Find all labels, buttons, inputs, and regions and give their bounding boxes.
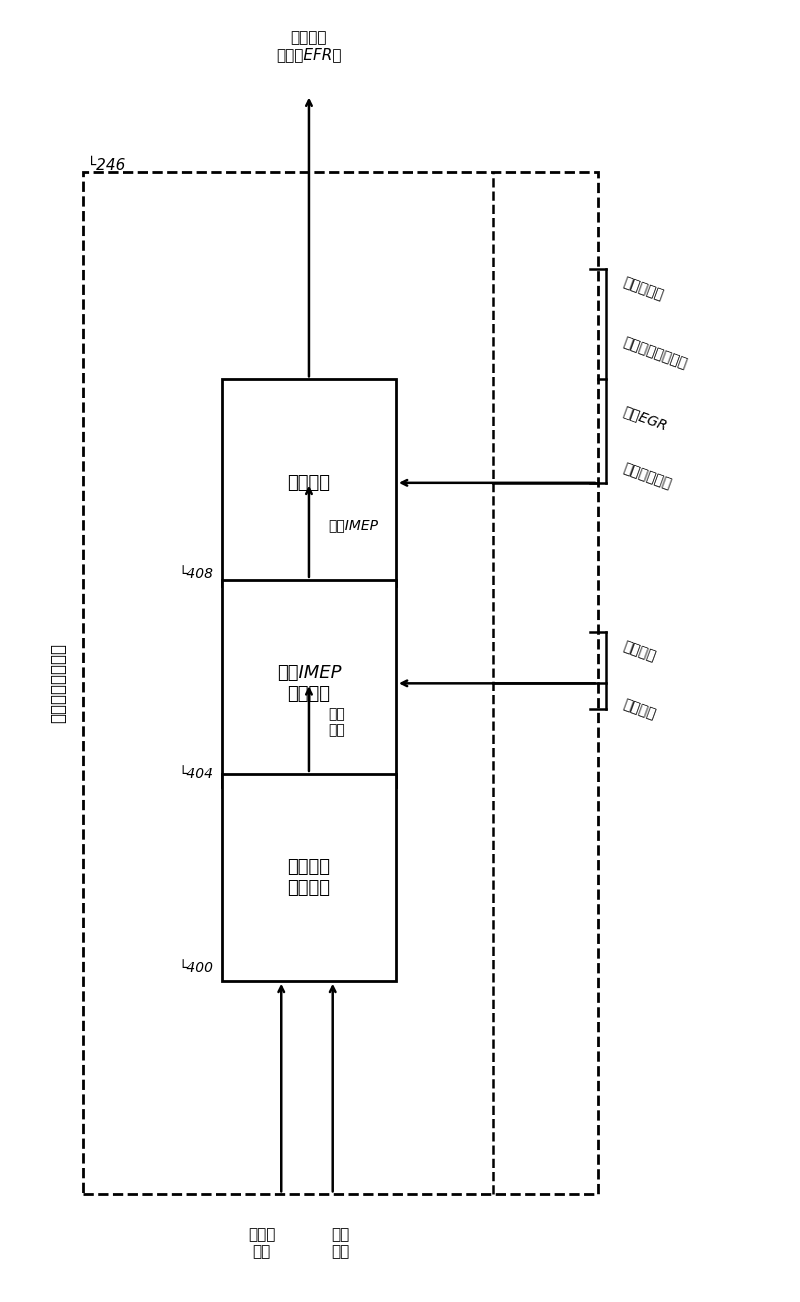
Bar	[222, 773, 396, 980]
Text: 车辆
速度: 车辆 速度	[331, 1226, 350, 1259]
Text: 内部气缸温度: 内部气缸温度	[622, 461, 674, 492]
Text: 燃料加热値: 燃料加热値	[622, 275, 666, 302]
Bar	[222, 379, 396, 586]
Text: 扬矩
需求: 扬矩 需求	[329, 707, 346, 737]
Text: 燃料能量转换效率: 燃料能量转换效率	[622, 336, 690, 371]
Text: 外部EGR: 外部EGR	[622, 404, 670, 432]
Text: 泵浦损失: 泵浦损失	[622, 697, 658, 721]
Text: 期望IMEP
确定模块: 期望IMEP 确定模块	[277, 664, 342, 703]
Text: └246: └246	[87, 159, 126, 173]
Text: 驾驶者
输入: 驾驶者 输入	[248, 1226, 275, 1259]
Bar	[222, 579, 396, 786]
Text: 燃料需求估计模块: 燃料需求估计模块	[49, 643, 67, 724]
Text: └408: └408	[178, 566, 214, 581]
Text: └400: └400	[178, 961, 214, 975]
Text: └404: └404	[178, 767, 214, 781]
Text: 期望IMEP: 期望IMEP	[329, 518, 378, 533]
Text: 扬矩需求
确定模块: 扬矩需求 确定模块	[287, 858, 330, 897]
Text: 估计燃料
需求（EFR）: 估计燃料 需求（EFR）	[276, 30, 342, 62]
Text: 摩擦损失: 摩擦损失	[622, 639, 658, 663]
Bar	[83, 172, 598, 1194]
Text: 估计模块: 估计模块	[287, 474, 330, 492]
